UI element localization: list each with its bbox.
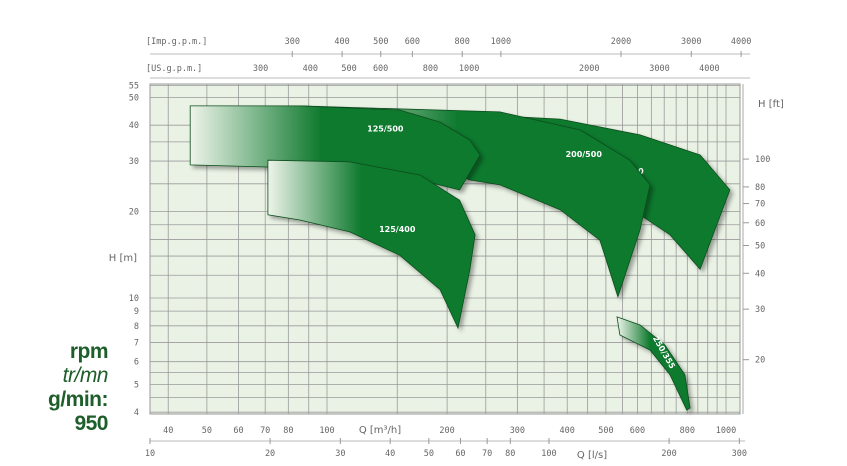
imp-gpm-tick-label: 2000 xyxy=(611,37,631,47)
y-tick-label-m: 4 xyxy=(134,408,139,418)
y-tick-label-m: 7 xyxy=(134,338,139,348)
x-tick-label-m3h: 500 xyxy=(598,426,613,436)
x-tick-label-ls: 80 xyxy=(505,449,515,459)
pump-band-label: 200/500 xyxy=(566,150,603,159)
x-tick-label-ls: 30 xyxy=(335,449,345,459)
y-tick-label-ft: 20 xyxy=(755,356,765,366)
y-tick-label-m: 9 xyxy=(134,307,139,317)
x-tick-label-ls: 200 xyxy=(661,449,676,459)
y-tick-label-m: 6 xyxy=(134,358,139,368)
us-gpm-tick-label: 500 xyxy=(341,64,356,74)
imp-gpm-tick-label: 300 xyxy=(285,37,300,47)
imp-gpm-tick-label: 400 xyxy=(334,37,349,47)
imp-gpm-tick-label: 800 xyxy=(455,37,470,47)
y-axis-label: H [m] xyxy=(109,253,137,264)
top-axis-imp-label: [Imp.g.p.m.] xyxy=(146,37,207,47)
x-tick-label-ls: 300 xyxy=(732,449,747,459)
x-tick-label-m3h: 100 xyxy=(319,426,334,436)
x-tick-label-ls: 40 xyxy=(385,449,395,459)
x-tick-label-ls: 10 xyxy=(145,449,155,459)
x-tick-label-m3h: 200 xyxy=(439,426,454,436)
rpm-label-fr: tr/mn xyxy=(62,364,109,387)
y-tick-label-m: 20 xyxy=(129,208,139,218)
y-tick-label-ft: 100 xyxy=(755,155,770,165)
y-tick-label-ft: 50 xyxy=(755,241,765,251)
imp-gpm-tick-label: 600 xyxy=(405,37,420,47)
x-tick-label-ls: 60 xyxy=(455,449,465,459)
y-tick-label-ft: 40 xyxy=(755,269,765,279)
y-tick-label-ft: 30 xyxy=(755,305,765,315)
rpm-label: rpm xyxy=(69,340,109,363)
us-gpm-tick-label: 300 xyxy=(253,64,268,74)
us-gpm-tick-label: 400 xyxy=(303,64,318,74)
x-tick-label-m3h: 70 xyxy=(260,426,270,436)
y-tick-label-m: 5 xyxy=(134,380,139,390)
y-tick-label-ft: 80 xyxy=(755,183,765,193)
x-tick-label-ls: 100 xyxy=(541,449,556,459)
x-tick-label-m3h: 1000 xyxy=(716,426,736,436)
y-tick-label-m: 8 xyxy=(134,322,139,332)
rpm-value: 950 xyxy=(74,412,108,435)
imp-gpm-tick-label: 1000 xyxy=(491,37,511,47)
y-tick-label-m: 10 xyxy=(129,294,139,304)
pump-band-125-500 xyxy=(189,105,481,191)
rpm-legend: rpm tr/mn g/min: 950 xyxy=(20,340,109,436)
us-gpm-tick-label: 4000 xyxy=(699,64,719,74)
imp-gpm-tick-label: 3000 xyxy=(681,37,701,47)
us-gpm-tick-label: 2000 xyxy=(579,64,599,74)
pump-band-250-355 xyxy=(616,316,691,411)
imp-gpm-tick-label: 500 xyxy=(373,37,388,47)
x-tick-label-m3h: 300 xyxy=(510,426,525,436)
y-tick-label-ft: 70 xyxy=(755,200,765,210)
x-tick-label-m3h: 60 xyxy=(233,426,243,436)
y-tick-label-m: 55 xyxy=(129,82,139,92)
us-gpm-tick-label: 3000 xyxy=(649,64,669,74)
y-tick-label-ft: 60 xyxy=(755,219,765,229)
imp-gpm-tick-label: 4000 xyxy=(731,37,751,47)
y-tick-label-m: 30 xyxy=(129,157,139,167)
pump-band-label: 125/500 xyxy=(367,125,404,134)
x-tick-label-ls: 20 xyxy=(265,449,275,459)
us-gpm-tick-label: 1000 xyxy=(459,64,479,74)
x-axis-label: Q [m³/h] xyxy=(359,425,401,436)
x-tick-label-m3h: 50 xyxy=(202,426,212,436)
y-tick-label-m: 40 xyxy=(129,121,139,131)
x-tick-label-ls: 50 xyxy=(424,449,434,459)
pump-band-label: 125/400 xyxy=(379,225,416,234)
x-tick-label-m3h: 600 xyxy=(630,426,645,436)
x-tick-label-m3h: 80 xyxy=(283,426,293,436)
y-tick-label-m: 50 xyxy=(129,93,139,103)
x-tick-label-m3h: 800 xyxy=(680,426,695,436)
us-gpm-tick-label: 800 xyxy=(423,64,438,74)
x-tick-label-m3h: 400 xyxy=(560,426,575,436)
rpm-label-es: g/min: xyxy=(48,388,109,411)
pump-band-125-400 xyxy=(267,159,476,330)
x-axis-label-secondary: Q [l/s] xyxy=(577,450,607,461)
pump-band-200-500 xyxy=(299,105,651,299)
y-axis-label-right: H [ft] xyxy=(758,99,784,110)
top-axis-us-label: [US.g.p.m.] xyxy=(146,64,202,74)
x-tick-label-m3h: 40 xyxy=(163,426,173,436)
x-tick-label-ls: 70 xyxy=(482,449,492,459)
us-gpm-tick-label: 600 xyxy=(373,64,388,74)
